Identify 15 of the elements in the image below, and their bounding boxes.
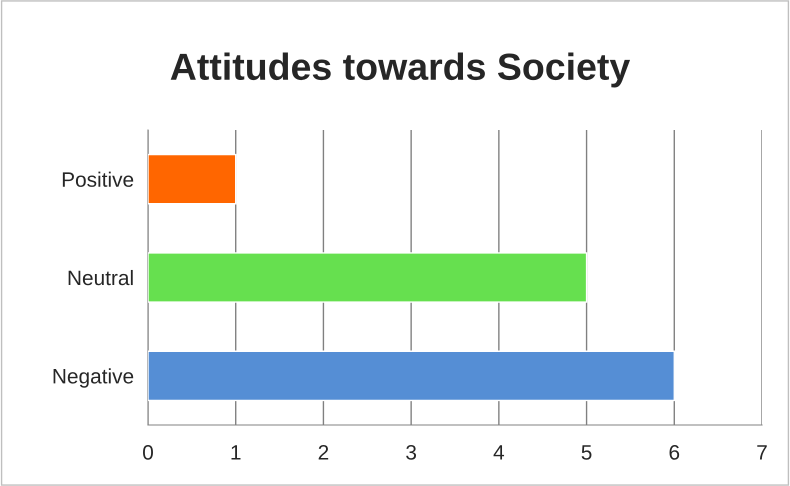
x-tick-label: 2 — [318, 444, 328, 460]
x-tick-label: 6 — [670, 444, 680, 460]
y-tick-label: Negative — [54, 368, 134, 388]
x-tick-label: 0 — [143, 444, 153, 460]
bar — [148, 350, 675, 402]
x-tick-label: 7 — [757, 445, 767, 460]
x-tick-label: 5 — [582, 445, 592, 460]
bar — [148, 154, 236, 204]
x-tick-label: 3 — [406, 444, 416, 460]
chart-title: Attitudes towards Society — [170, 52, 630, 88]
x-tick-label: 4 — [494, 445, 504, 460]
y-tick-label: Positive — [62, 172, 134, 187]
y-tick-label: Neutral — [68, 270, 133, 286]
bar — [148, 252, 588, 303]
x-tick-label: 1 — [232, 445, 240, 460]
